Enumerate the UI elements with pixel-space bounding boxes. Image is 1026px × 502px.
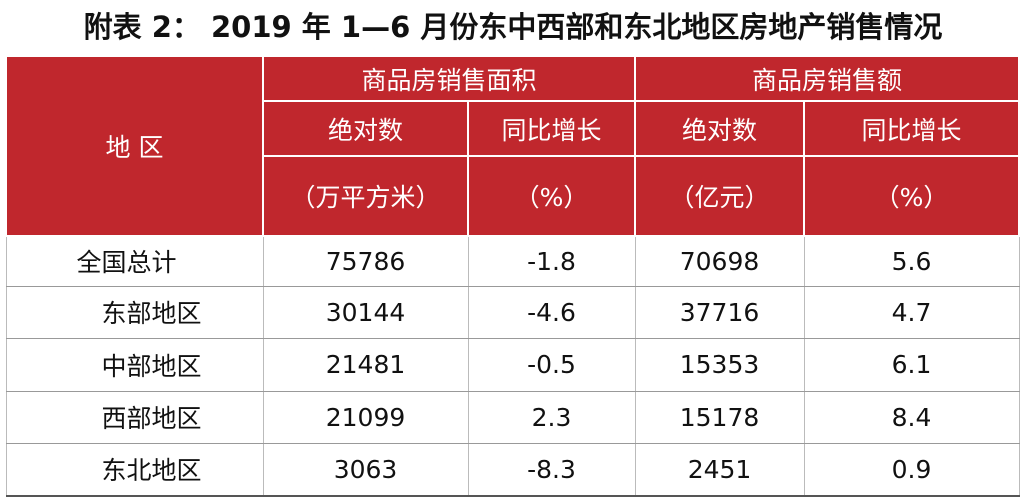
title: 附表 2： 2019 年 1—6 月份东中西部和东北地区房地产销售情况 (83, 10, 943, 44)
cell: 21481 (262, 338, 469, 392)
table-body: 全国总计 75786 -1.8 70698 5.6 东部地区 30144 -4.6 37716 4… (5, 236, 1020, 497)
group-header: 商品房销售额 (634, 55, 1020, 102)
region-name: 东北地区 (5, 443, 264, 497)
unit: （亿元） (634, 155, 805, 237)
cell: 70698 (634, 236, 805, 287)
subheader: 同比增长 (467, 100, 636, 157)
cell: 5.6 (803, 236, 1020, 287)
cell: 0.9 (803, 443, 1020, 497)
unit: （万平方米） (262, 155, 469, 237)
group-header: 商品房销售面积 (262, 55, 636, 102)
region-name: 全国总计 (5, 236, 264, 287)
cell: 6.1 (803, 338, 1020, 392)
cell: 8.4 (803, 391, 1020, 444)
subheader: 同比增长 (803, 100, 1020, 157)
header-row: 地 区 商品房销售面积 商品房销售额 (5, 55, 1020, 237)
region-header: 地 区 (5, 55, 264, 237)
region-name: 中部地区 (5, 338, 264, 392)
subheader: 绝对数 (262, 100, 469, 157)
cell: 15178 (634, 391, 805, 444)
sales-table: 地 区 商品房销售面积 商品房销售额 绝对数 同比增长 绝对数 同比增长 （万平… (5, 55, 1020, 497)
cell: 2.3 (467, 391, 636, 444)
region-name: 东部地区 (5, 286, 264, 339)
cell: -0.5 (467, 338, 636, 392)
cell: -1.8 (467, 236, 636, 287)
cell: -8.3 (467, 443, 636, 497)
data-row: 东部地区 30144 -4.6 37716 4.7 (5, 286, 1020, 339)
subheader: 绝对数 (634, 100, 805, 157)
data-row: 中部地区 21481 -0.5 15353 6.1 (5, 338, 1020, 392)
cell: -4.6 (467, 286, 636, 339)
cell: 15353 (634, 338, 805, 392)
cell: 21099 (262, 391, 469, 444)
cell: 2451 (634, 443, 805, 497)
cell: 75786 (262, 236, 469, 287)
cell: 3063 (262, 443, 469, 497)
header-row: 绝对数 同比增长 绝对数 同比增长 (6, 100, 1020, 157)
cell: 30144 (262, 286, 469, 339)
header-row: （万平方米） （%） （亿元） （%） (6, 155, 1020, 237)
unit: （%） (467, 155, 636, 237)
table-head: 地 区 商品房销售面积 商品房销售额 绝对数 同比增长 绝对数 同比增长 （万平… (5, 55, 1020, 237)
cell: 37716 (634, 286, 805, 339)
unit: （%） (803, 155, 1020, 237)
region-name: 西部地区 (5, 391, 264, 444)
cell: 4.7 (803, 286, 1020, 339)
data-row: 全国总计 75786 -1.8 70698 5.6 (5, 236, 1020, 287)
data-row: 东北地区 3063 -8.3 2451 0.9 (5, 443, 1020, 497)
data-row: 西部地区 21099 2.3 15178 8.4 (5, 391, 1020, 444)
